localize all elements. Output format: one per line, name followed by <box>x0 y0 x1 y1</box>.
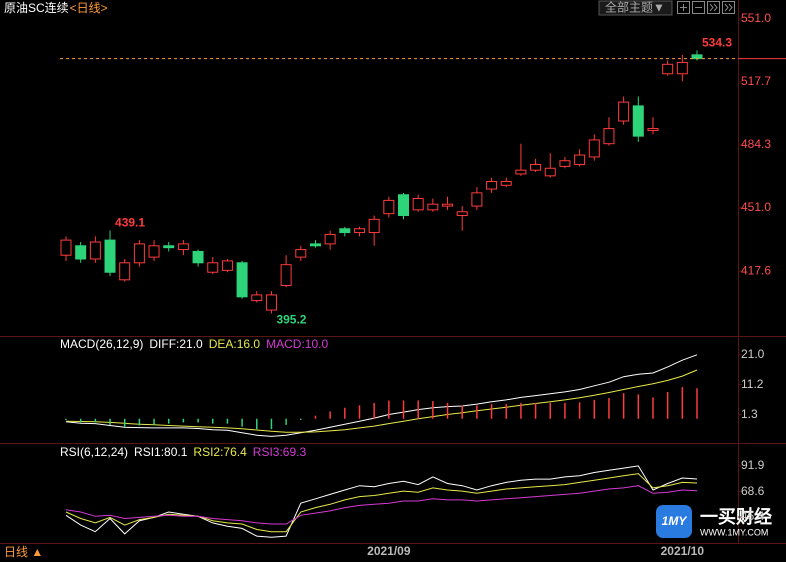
extreme-label: 395.2 <box>276 313 306 327</box>
brand-url: WWW.1MY.COM <box>700 527 768 537</box>
candle-body <box>632 105 644 137</box>
candle-body <box>221 260 233 271</box>
candle-body <box>280 264 292 286</box>
series-line <box>65 485 698 525</box>
candle-body <box>427 203 439 211</box>
candle-body <box>265 294 277 311</box>
y-tick-label: 451.0 <box>741 200 771 214</box>
icon[interactable] <box>722 1 735 14</box>
theme-button-label[interactable]: 全部主题▼ <box>605 0 665 15</box>
legend-label: DIFF:21.0 <box>149 337 203 351</box>
candle-body <box>456 211 468 217</box>
candle-body <box>574 154 586 165</box>
panel-title: RSI(6,12,24) <box>60 445 128 459</box>
candle-body <box>500 181 512 186</box>
y-tick-label: 91.9 <box>741 458 765 472</box>
candle-body <box>251 294 263 302</box>
theme-button[interactable] <box>598 0 673 16</box>
candle-body <box>236 262 248 298</box>
candle-body <box>368 218 380 234</box>
series-line <box>65 473 698 533</box>
period[interactable]: <日线> <box>70 1 108 15</box>
candle-body <box>559 160 571 167</box>
candle-body <box>192 250 204 264</box>
candle-body <box>530 163 542 171</box>
candle-body <box>544 167 556 177</box>
legend-label: MACD:10.0 <box>266 337 328 351</box>
icon[interactable] <box>677 1 690 14</box>
y-tick-label: 21.0 <box>741 347 765 361</box>
candle-body <box>412 198 424 211</box>
series-line <box>65 369 698 433</box>
icon[interactable] <box>707 1 720 14</box>
candle-body <box>353 228 365 234</box>
legend-label: RSI2:76.4 <box>193 445 247 459</box>
candle-body <box>60 239 72 256</box>
icon-glyph <box>709 3 718 12</box>
candle-body <box>148 245 160 258</box>
y-tick-label: 517.7 <box>741 74 771 88</box>
footer-period[interactable]: 日线 ▲ <box>4 545 43 559</box>
candle-body <box>647 128 659 131</box>
y-tick-label: 68.6 <box>741 484 765 498</box>
y-tick-label: 45.4 <box>741 509 765 523</box>
candle-body <box>603 128 615 145</box>
y-tick-label: 551.0 <box>741 11 771 25</box>
candle-body <box>471 192 483 207</box>
candle-body <box>163 245 175 249</box>
candle-body <box>442 203 454 207</box>
candle-body <box>104 239 116 273</box>
candle-body <box>515 169 527 175</box>
instrument: 原油SC连续 <box>4 0 69 15</box>
candle-body <box>383 199 395 215</box>
icon-glyph <box>680 4 687 11</box>
legend-label: RSI3:69.3 <box>253 445 307 459</box>
candle-body <box>177 243 189 251</box>
candle-body <box>295 249 307 258</box>
candle-body <box>691 54 703 60</box>
icon[interactable] <box>692 1 705 14</box>
candle-body <box>662 63 674 75</box>
brand: 一买财经 <box>700 506 772 527</box>
candle-body <box>339 228 351 234</box>
logo: 1MY <box>662 514 688 528</box>
candle-body <box>398 194 410 217</box>
candle-body <box>309 243 321 247</box>
candle-body <box>119 262 131 281</box>
candle-body <box>486 181 498 190</box>
candle-body <box>588 139 600 158</box>
y-tick-label: 484.3 <box>741 137 771 151</box>
panel-title: MACD(26,12,9) <box>60 337 143 351</box>
logo-badge <box>656 505 692 538</box>
y-tick-label: 1.3 <box>741 407 758 421</box>
panel-borders <box>0 0 786 544</box>
series-line <box>65 354 698 437</box>
candle-body <box>75 245 87 260</box>
extreme-label: 534.3 <box>702 36 732 50</box>
candle-body <box>89 241 101 260</box>
legend-label: RSI1:80.1 <box>134 445 188 459</box>
extreme-label: 439.1 <box>115 216 145 230</box>
candle-body <box>324 233 336 245</box>
icon-glyph <box>724 3 733 12</box>
x-tick-label: 2021/10 <box>661 544 705 558</box>
candle-body <box>207 262 219 273</box>
series-line <box>65 465 698 538</box>
y-tick-label: 11.2 <box>741 377 764 391</box>
toolbar-icons[interactable] <box>677 1 735 14</box>
candle-body <box>676 61 688 75</box>
y-tick-label: 417.6 <box>741 263 771 277</box>
candle-body <box>133 243 145 264</box>
x-tick-label: 2021/09 <box>367 544 411 558</box>
legend-label: DEA:16.0 <box>209 337 261 351</box>
candle-body <box>618 101 630 122</box>
